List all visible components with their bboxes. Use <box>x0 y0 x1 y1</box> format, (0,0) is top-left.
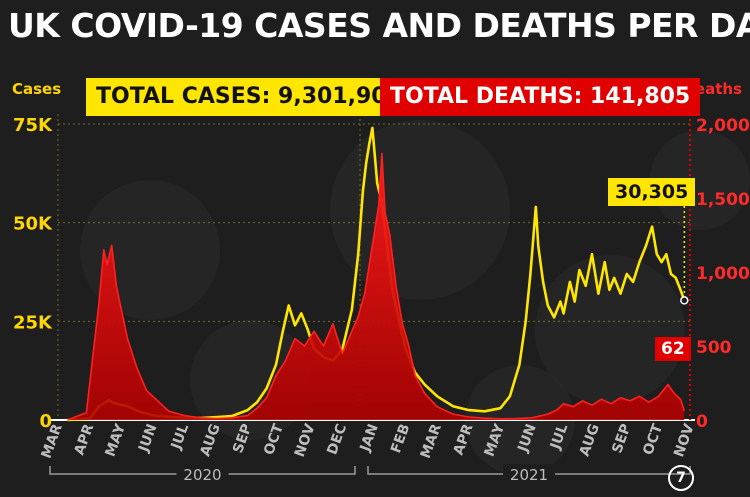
x-tick-label: AUG <box>577 422 603 459</box>
left-axis-title: Cases <box>12 80 62 98</box>
x-tick-label: DEC <box>324 422 350 457</box>
cases-series-line <box>67 126 686 422</box>
series-layer <box>67 126 689 422</box>
left-tick-label: 75K <box>13 115 53 136</box>
x-tick-label: OCT <box>640 421 666 457</box>
page-title: UK COVID-19 CASES AND DEATHS PER DAY <box>8 6 750 45</box>
right-tick-label: 1,500 <box>696 190 750 210</box>
background-texture <box>80 120 750 475</box>
left-axis-ticks: 0 25K 50K 75K <box>13 115 53 432</box>
x-tick-label: APR <box>71 422 97 458</box>
year-label: 2020 <box>183 466 221 484</box>
year-brackets: 2020 2021 <box>49 464 691 484</box>
x-tick-label: AUG <box>197 422 223 459</box>
latest-deaths-callout: 62 <box>655 337 691 361</box>
deaths-area <box>67 153 685 420</box>
x-tick-label: MAR <box>418 422 445 461</box>
right-tick-label: 1,000 <box>696 264 750 284</box>
latest-cases-point <box>680 296 689 305</box>
total-cases-box: TOTAL CASES: 9,301,909 <box>86 78 412 116</box>
left-tick-label: 50K <box>13 214 53 235</box>
x-tick-label: FEB <box>388 422 413 455</box>
left-tick-label: 25K <box>13 312 53 333</box>
x-tick-label: JUL <box>168 422 192 452</box>
right-tick-label: 2,000 <box>696 116 750 136</box>
x-tick-label: JUN <box>136 422 161 455</box>
right-tick-label: 500 <box>696 338 732 358</box>
total-deaths-box: TOTAL DEATHS: 141,805 <box>380 78 701 116</box>
page-number-badge: 7 <box>668 465 694 491</box>
x-tick-label: MAY <box>102 421 129 459</box>
x-tick-label: NOV <box>292 422 319 460</box>
right-axis-ticks: 0 500 1,000 1,500 2,000 <box>696 116 750 432</box>
year-label: 2021 <box>510 466 548 484</box>
x-tick-label: JAN <box>357 422 382 455</box>
x-tick-label: SEP <box>609 422 634 456</box>
left-tick-label: 0 <box>39 411 52 432</box>
x-axis-labels: MAR APR MAY JUN JUL AUG SEP OCT NOV DEC JAN FEB MAR A… <box>39 421 698 461</box>
right-tick-label: 0 <box>696 412 708 432</box>
x-tick-label: NOV <box>671 422 698 460</box>
latest-cases-callout: 30,305 <box>608 178 696 206</box>
deaths-series-line <box>67 152 686 421</box>
